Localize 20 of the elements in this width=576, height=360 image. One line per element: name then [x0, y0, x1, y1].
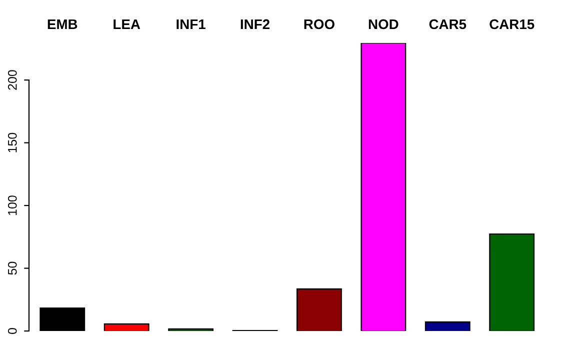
x-tick-label: INF1 [176, 19, 206, 30]
y-tick-label: 50 [8, 262, 17, 275]
y-tick-label: 100 [8, 196, 17, 215]
bar [40, 307, 86, 331]
y-tick-label: 0 [8, 328, 17, 334]
x-tick-label: CAR15 [490, 19, 534, 30]
bar [360, 43, 406, 331]
bar [104, 323, 150, 331]
bar [296, 288, 342, 331]
y-tick-label: 150 [8, 132, 17, 152]
x-tick-label: NOD [368, 19, 398, 30]
x-tick-label: ROO [304, 19, 334, 30]
bar [489, 233, 535, 331]
bar [168, 328, 214, 331]
x-tick-label: CAR5 [429, 19, 466, 30]
bar [424, 321, 470, 331]
x-tick-label: EMB [48, 19, 78, 30]
x-tick-label: INF2 [240, 19, 270, 30]
x-tick-label: LEA [114, 19, 140, 30]
y-tick-label: 200 [8, 70, 17, 90]
